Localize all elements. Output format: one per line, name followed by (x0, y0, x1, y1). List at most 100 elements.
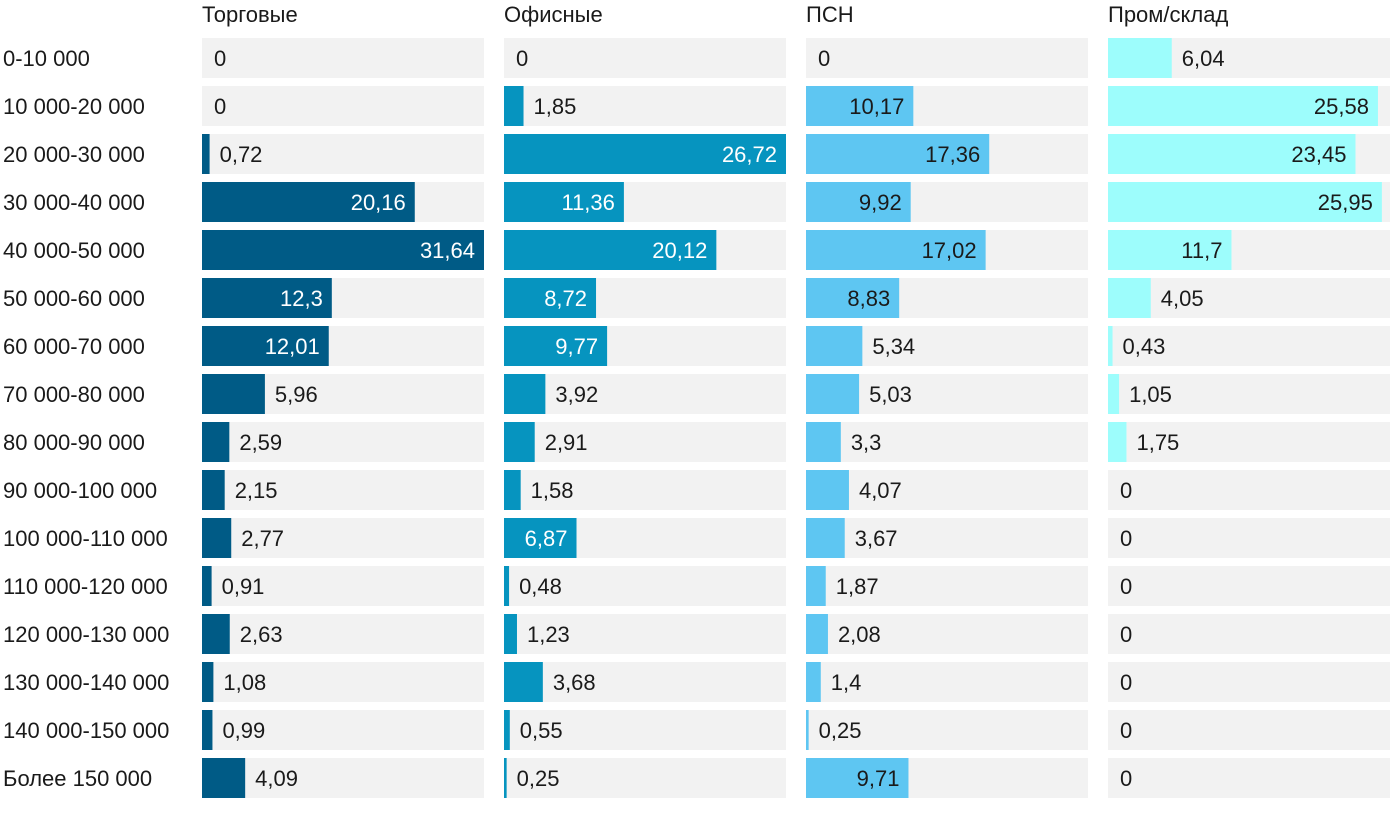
value-label: 0 (516, 46, 528, 71)
value-label: 3,3 (851, 430, 882, 455)
category-label: 50 000-60 000 (3, 286, 145, 311)
category-label: 120 000-130 000 (3, 622, 169, 647)
bar-track (504, 566, 786, 606)
bar (504, 422, 535, 462)
category-label: Более 150 000 (3, 766, 152, 791)
value-label: 0 (1120, 526, 1132, 551)
bar (504, 374, 546, 414)
value-label: 12,3 (280, 286, 323, 311)
bar (202, 710, 213, 750)
bar (1108, 134, 1356, 174)
bar (202, 614, 230, 654)
category-label: 70 000-80 000 (3, 382, 145, 407)
bar-track (504, 422, 786, 462)
bar (202, 326, 329, 366)
bar-track (202, 86, 484, 126)
value-label: 5,03 (869, 382, 912, 407)
panel-headers: Торговые Офисные ПСН Пром/склад (202, 2, 1228, 27)
bar-track (1108, 518, 1390, 558)
value-label: 25,95 (1318, 190, 1373, 215)
category-labels: 0-10 000 10 000-20 000 20 000-30 000 30 000… (3, 46, 169, 791)
value-label: 9,92 (859, 190, 902, 215)
bar-track (806, 422, 1088, 462)
bar (806, 374, 860, 414)
value-label: 17,02 (922, 238, 977, 263)
category-label: 30 000-40 000 (3, 190, 145, 215)
bar (504, 326, 608, 366)
bar (806, 710, 809, 750)
value-label: 0,91 (222, 574, 265, 599)
bar (1108, 38, 1172, 78)
bar-track (1108, 422, 1390, 462)
bar-track (806, 710, 1088, 750)
bar (202, 278, 332, 318)
value-label: 0 (1120, 718, 1132, 743)
bar-track (202, 662, 484, 702)
bar (504, 86, 524, 126)
bar-track (202, 614, 484, 654)
bar-track (504, 758, 786, 798)
panel-title: ПСН (806, 2, 854, 27)
bar (504, 710, 510, 750)
category-label: 90 000-100 000 (3, 478, 157, 503)
bar-track (1108, 710, 1390, 750)
bar-track (504, 710, 786, 750)
bar-track (806, 470, 1088, 510)
value-label: 3,68 (553, 670, 596, 695)
bar (1108, 374, 1120, 414)
bar (504, 134, 786, 174)
bar (504, 278, 597, 318)
value-label: 0 (1120, 622, 1132, 647)
value-label: 2,15 (235, 478, 278, 503)
bar (504, 182, 624, 222)
bar (806, 230, 986, 270)
bar (1108, 230, 1232, 270)
bar-track (504, 374, 786, 414)
bar-track (504, 86, 786, 126)
bar-track (504, 662, 786, 702)
value-label: 23,45 (1291, 142, 1346, 167)
bar-track (504, 470, 786, 510)
bar (202, 566, 212, 606)
bar (1108, 182, 1382, 222)
panel-title: Торговые (202, 2, 298, 27)
value-label: 1,05 (1129, 382, 1172, 407)
bar (504, 614, 517, 654)
bar (202, 518, 232, 558)
bar (806, 518, 845, 558)
category-label: 110 000-120 000 (3, 574, 168, 599)
bar-track (202, 518, 484, 558)
bar-track (1108, 758, 1390, 798)
bar-track (1108, 566, 1390, 606)
bar-track (1108, 278, 1390, 318)
bar-track (202, 758, 484, 798)
bar (806, 614, 828, 654)
value-label: 1,75 (1136, 430, 1179, 455)
bar (504, 230, 717, 270)
value-label: 0,25 (819, 718, 862, 743)
value-label: 25,58 (1314, 94, 1369, 119)
bar-track (504, 614, 786, 654)
bar (806, 566, 826, 606)
bar (202, 374, 265, 414)
category-label: 130 000-140 000 (3, 670, 169, 695)
value-label: 2,91 (545, 430, 588, 455)
bar-track (1108, 470, 1390, 510)
bar (202, 758, 246, 798)
bar (202, 182, 415, 222)
value-label: 31,64 (420, 238, 475, 263)
value-label: 0 (214, 94, 226, 119)
bar-track (202, 710, 484, 750)
category-label: 10 000-20 000 (3, 94, 145, 119)
bar-track (806, 614, 1088, 654)
bar-track (202, 422, 484, 462)
bar (202, 230, 484, 270)
bar-track (806, 518, 1088, 558)
category-label: 0-10 000 (3, 46, 90, 71)
value-label: 0 (1120, 574, 1132, 599)
bar-track (1108, 614, 1390, 654)
bar (504, 518, 577, 558)
bar (202, 470, 225, 510)
value-label: 11,36 (561, 190, 614, 215)
bar (202, 662, 214, 702)
